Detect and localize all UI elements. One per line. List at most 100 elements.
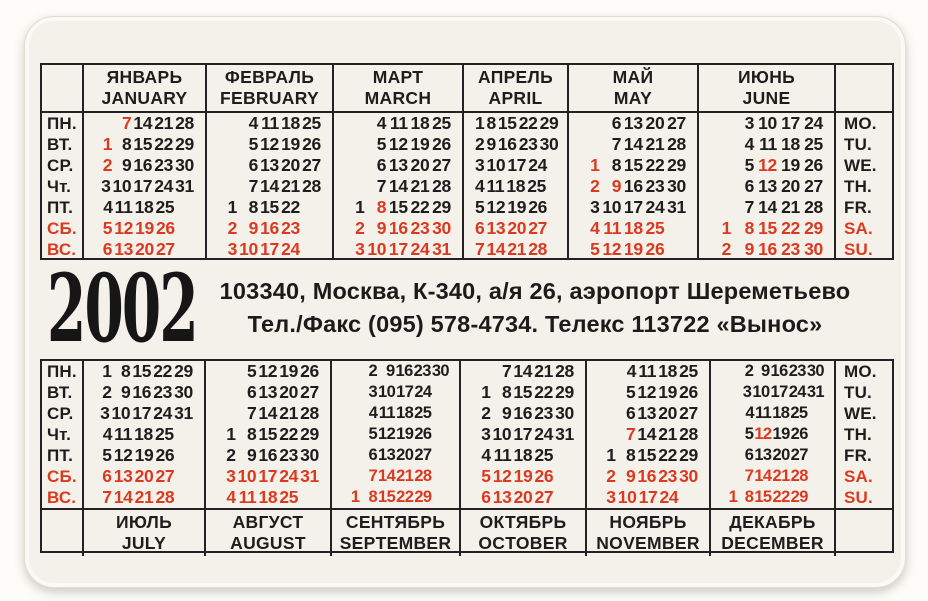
date-number: 7 — [611, 134, 622, 154]
month-header: ИЮНЬ JUNE — [699, 65, 834, 113]
date-number: 7 — [625, 424, 636, 444]
date-number: 31 — [300, 466, 319, 486]
month-name-en: APRIL — [488, 88, 543, 108]
date-number: 28 — [555, 361, 574, 381]
month-name-en: DECEMBER — [721, 533, 824, 553]
date-number: 22 — [153, 361, 173, 381]
week-row: 7 14 21 28 — [334, 176, 462, 197]
date-number: 5 — [475, 197, 485, 217]
date-number: 15 — [758, 218, 777, 238]
week-row: 6 13 20 27 — [206, 382, 330, 403]
month-name-en: MARCH — [364, 88, 432, 108]
week-row: 5 12 19 26 — [464, 197, 567, 218]
date-number: 5 — [376, 134, 387, 154]
week-row: 4 11 18 25 — [699, 134, 834, 155]
weekday-label-right: SU. — [844, 239, 873, 259]
date-number: 29 — [175, 134, 194, 154]
date-number: 1 — [350, 488, 360, 506]
date-number: 19 — [658, 382, 678, 402]
date-number: 31 — [174, 403, 193, 423]
week-row: 3 10 17 24 31 — [84, 403, 204, 424]
date-number: 8 — [120, 361, 131, 381]
date-number: 28 — [432, 176, 451, 196]
month-header: ФЕВРАЛЬ FEBRUARY — [207, 65, 332, 113]
week-row: 7 14 21 28 — [84, 113, 205, 134]
date-number: 10 — [617, 487, 637, 507]
date-number: 9 — [246, 445, 257, 465]
date-number: 8 — [486, 113, 496, 133]
week-row: 4 11 18 25 — [332, 403, 459, 424]
date-number: 9 — [501, 403, 512, 423]
date-number: 13 — [258, 382, 278, 402]
date-number: 17 — [388, 239, 408, 259]
month-column-april: АПРЕЛЬ APRIL 1 8 15 22 29 2 9 16 23 30 3 10 17 24 4 11 18 2… — [462, 65, 567, 260]
week-row: 1 8 15 22 29 — [464, 113, 567, 134]
date-number: 26 — [432, 134, 451, 154]
date-number: 17 — [133, 176, 153, 196]
date-number: 9 — [376, 218, 387, 238]
date-number: 4 — [475, 176, 485, 196]
address-line-2: Тел./Факс (095) 578-4734. Телекс 113722 … — [247, 311, 823, 337]
date-number: 8 — [744, 488, 754, 506]
date-number: 15 — [260, 197, 279, 217]
month-name-ru: МАЙ — [612, 67, 654, 87]
date-number: 8 — [611, 155, 622, 175]
bottom-calendar-table: ПН. ВТ. СР. Чт. ПТ. СБ. ВС. 1 8 15 22 29 2 9 16 23 30 3 10… — [40, 359, 894, 556]
date-number: 10 — [486, 155, 506, 175]
date-number: 21 — [134, 487, 154, 507]
date-number: 18 — [396, 404, 414, 422]
date-number: 30 — [431, 362, 450, 380]
month-header: АВГУСТ AUGUST — [206, 508, 330, 556]
week-row: 1 8 15 22 29 — [711, 487, 834, 508]
date-number: 4 — [481, 445, 491, 465]
date-number: 20 — [134, 466, 154, 486]
month-name-en: AUGUST — [230, 533, 306, 553]
date-number: 2 — [226, 445, 236, 465]
week-row: 2 9 16 23 30 — [84, 155, 205, 176]
date-number: 16 — [133, 155, 153, 175]
date-number: 29 — [432, 197, 451, 217]
week-row: 5 12 19 26 — [84, 218, 205, 239]
date-number: 16 — [497, 134, 517, 154]
date-number: 20 — [507, 218, 527, 238]
date-number: 4 — [248, 113, 259, 133]
date-number: 12 — [113, 445, 133, 465]
date-number: 14 — [113, 487, 133, 507]
week-row: 1 8 15 22 29 — [699, 218, 834, 239]
date-number: 26 — [302, 134, 321, 154]
date-number: 31 — [667, 197, 686, 217]
date-number: 15 — [623, 155, 643, 175]
weekday-label-right: FR. — [844, 445, 872, 465]
date-number: 5 — [590, 239, 600, 259]
date-number: 29 — [174, 361, 193, 381]
date-number: 22 — [658, 445, 678, 465]
month-column-october: 7 14 21 28 1 8 15 22 29 2 9 16 23 30 3 10 17 24 31 4 11 18 25 5… — [459, 361, 585, 556]
date-number: 16 — [758, 239, 777, 259]
date-number: 19 — [135, 218, 154, 238]
date-number: 27 — [155, 239, 175, 259]
date-number: 21 — [410, 176, 430, 196]
date-number: 23 — [788, 362, 807, 380]
week-row: 4 11 18 25 — [569, 218, 697, 239]
date-number: 6 — [625, 403, 636, 423]
date-number: 12 — [754, 425, 772, 443]
date-number: 26 — [155, 445, 175, 465]
date-number: 16 — [132, 382, 152, 402]
date-number: 29 — [804, 218, 823, 238]
date-number: 6 — [744, 446, 754, 464]
date-number: 4 — [744, 134, 755, 154]
weekday-label-left: ВС. — [47, 239, 77, 259]
date-number: 6 — [481, 487, 491, 507]
date-number: 13 — [492, 487, 512, 507]
month-header: АПРЕЛЬ APRIL — [464, 65, 567, 113]
date-number: 1 — [728, 488, 738, 506]
date-number: 11 — [603, 218, 622, 238]
week-row: 3 10 17 24 — [464, 155, 567, 176]
date-number: 16 — [637, 466, 657, 486]
date-number: 14 — [754, 467, 772, 485]
date-number: 19 — [513, 466, 533, 486]
date-number: 26 — [414, 425, 432, 443]
date-number: 15 — [513, 382, 533, 402]
address-block: 103340, Москва, К-340, а/я 26, аэропорт … — [193, 275, 877, 341]
month-name-ru: МАРТ — [372, 67, 424, 87]
